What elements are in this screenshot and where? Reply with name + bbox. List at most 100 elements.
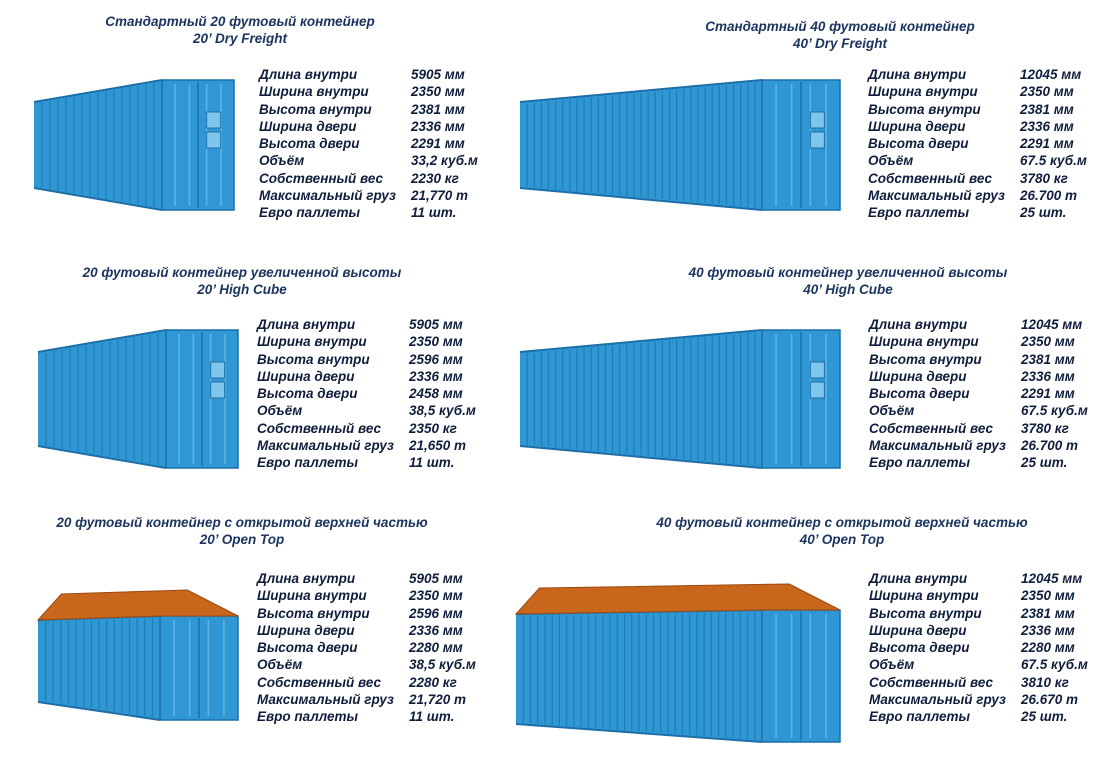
spec-row: Высота двери 2280 мм: [257, 639, 476, 656]
door-placard: [206, 131, 222, 149]
spec-row: Ширина внутри 2350 мм: [257, 587, 476, 604]
container-title: Стандартный 40 футовый контейнер 40’ Dry…: [680, 18, 1000, 52]
spec-label: Собственный вес: [869, 674, 994, 690]
container-title: 20 футовый контейнер увеличенной высоты …: [40, 264, 444, 298]
spec-value: 2336 мм: [411, 118, 465, 134]
spec-label: Высота двери: [259, 136, 360, 152]
spec-row: Высота внутри 2596 мм: [257, 351, 476, 368]
spec-value: 26.700 т: [1020, 188, 1078, 204]
container-title: Стандартный 20 футовый контейнер 20’ Dry…: [80, 13, 400, 47]
spec-label: Высота внутри: [257, 605, 370, 621]
spec-label: Собственный вес: [257, 420, 382, 436]
spec-value: 2350 мм: [409, 334, 463, 350]
spec-label: Высота внутри: [257, 351, 370, 367]
spec-label: Объём: [868, 153, 914, 169]
spec-label: Высота двери: [868, 136, 969, 152]
spec-label: Длина внутри: [869, 571, 968, 586]
spec-label: Высота внутри: [869, 351, 982, 367]
spec-row: Ширина двери 2336 мм: [869, 368, 1088, 385]
spec-label: Высота двери: [869, 640, 970, 656]
spec-row: Длина внутри 5905 мм: [257, 316, 476, 333]
spec-label: Евро паллеты: [869, 455, 970, 471]
door-placard: [210, 361, 226, 379]
spec-row: Высота двери 2291 мм: [869, 385, 1088, 402]
spec-row: Объём 67.5 куб.м: [868, 152, 1087, 169]
spec-value: 2350 мм: [1021, 588, 1075, 604]
spec-value: 2381 мм: [1021, 351, 1075, 367]
spec-label: Максимальный груз: [259, 188, 396, 204]
spec-row: Ширина внутри 2350 мм: [259, 83, 478, 100]
spec-label: Объём: [869, 657, 915, 673]
spec-value: 21,650 т: [409, 438, 467, 454]
container-title-ru: 40 футовый контейнер с открытой верхней …: [656, 515, 1028, 530]
spec-value: 2230 кг: [411, 170, 459, 186]
spec-row: Высота двери 2291 мм: [868, 135, 1087, 152]
spec-row: Ширина двери 2336 мм: [257, 368, 476, 385]
spec-row: Евро паллеты 11 шт.: [259, 204, 478, 221]
spec-row: Высота внутри 2381 мм: [868, 101, 1087, 118]
container-title-en: 20’ High Cube: [197, 282, 287, 297]
top-rail: [33, 79, 163, 103]
spec-row: Максимальный груз 21,650 т: [257, 437, 476, 454]
spec-row: Максимальный груз 26.700 т: [868, 187, 1087, 204]
spec-row: Ширина двери 2336 мм: [869, 622, 1088, 639]
spec-row: Евро паллеты 25 шт.: [868, 204, 1087, 221]
spec-label: Максимальный груз: [257, 692, 394, 708]
spec-row: Собственный вес 2350 кг: [257, 420, 476, 437]
spec-row: Ширина внутри 2350 мм: [869, 587, 1088, 604]
spec-value: 11 шт.: [409, 455, 455, 471]
spec-value: 2350 мм: [1021, 334, 1075, 350]
spec-row: Собственный вес 3780 кг: [869, 420, 1088, 437]
spec-table: Длина внутри 5905 мм Ширина внутри 2350 мм В…: [257, 570, 476, 726]
spec-value: 2336 мм: [1020, 118, 1074, 134]
spec-value: 67.5 куб.м: [1020, 153, 1087, 169]
spec-value: 2381 мм: [1020, 101, 1074, 117]
bottom-rail: [515, 723, 763, 743]
spec-label: Ширина двери: [257, 368, 355, 384]
spec-label: Ширина внутри: [257, 334, 367, 350]
spec-value: 25 шт.: [1021, 709, 1068, 725]
door-placard: [809, 381, 825, 399]
spec-label: Ширина внутри: [869, 588, 979, 604]
spec-label: Ширина двери: [259, 118, 357, 134]
spec-value: 2350 мм: [409, 588, 463, 604]
spec-label: Объём: [259, 153, 305, 169]
spec-value: 11 шт.: [411, 205, 457, 221]
container-title-en: 40’ Open Top: [799, 532, 885, 547]
spec-label: Евро паллеты: [869, 709, 970, 725]
spec-value: 12045 мм: [1021, 571, 1083, 586]
spec-label: Ширина двери: [869, 368, 967, 384]
spec-label: Объём: [869, 403, 915, 419]
spec-row: Ширина двери 2336 мм: [868, 118, 1087, 135]
spec-row: Длина внутри 12045 мм: [869, 570, 1088, 587]
open-top-roof: [514, 583, 841, 615]
container-title-ru: Стандартный 20 футовый контейнер: [105, 14, 375, 29]
container-title-ru: Стандартный 40 футовый контейнер: [705, 19, 975, 34]
spec-row: Объём 38,5 куб.м: [257, 402, 476, 419]
spec-row: Длина внутри 12045 мм: [869, 316, 1088, 333]
spec-label: Длина внутри: [869, 317, 968, 332]
container-title: 40 футовый контейнер увеличенной высоты …: [646, 264, 1050, 298]
spec-value: 12045 мм: [1021, 317, 1083, 332]
spec-label: Длина внутри: [257, 317, 356, 332]
spec-label: Ширина двери: [868, 118, 966, 134]
spec-value: 2291 мм: [1021, 386, 1075, 402]
door-placard: [206, 111, 222, 129]
bottom-rail: [519, 445, 763, 469]
spec-value: 3810 кг: [1021, 674, 1069, 690]
container-title: 20 футовый контейнер с открытой верхней …: [30, 514, 454, 548]
container-title: 40 футовый контейнер с открытой верхней …: [630, 514, 1054, 548]
spec-value: 2596 мм: [409, 351, 463, 367]
spec-label: Максимальный груз: [257, 438, 394, 454]
spec-value: 38,5 куб.м: [409, 403, 476, 419]
top-rail: [37, 329, 167, 353]
spec-row: Объём 33,2 куб.м: [259, 152, 478, 169]
spec-label: Объём: [257, 657, 303, 673]
spec-value: 2280 кг: [409, 674, 457, 690]
spec-row: Высота внутри 2381 мм: [869, 605, 1088, 622]
spec-value: 5905 мм: [411, 67, 465, 82]
spec-table: Длина внутри 5905 мм Ширина внутри 2350 мм В…: [259, 66, 478, 222]
spec-value: 2381 мм: [1021, 605, 1075, 621]
spec-value: 2350 кг: [409, 420, 457, 436]
container-title-en: 20’ Open Top: [199, 532, 285, 547]
